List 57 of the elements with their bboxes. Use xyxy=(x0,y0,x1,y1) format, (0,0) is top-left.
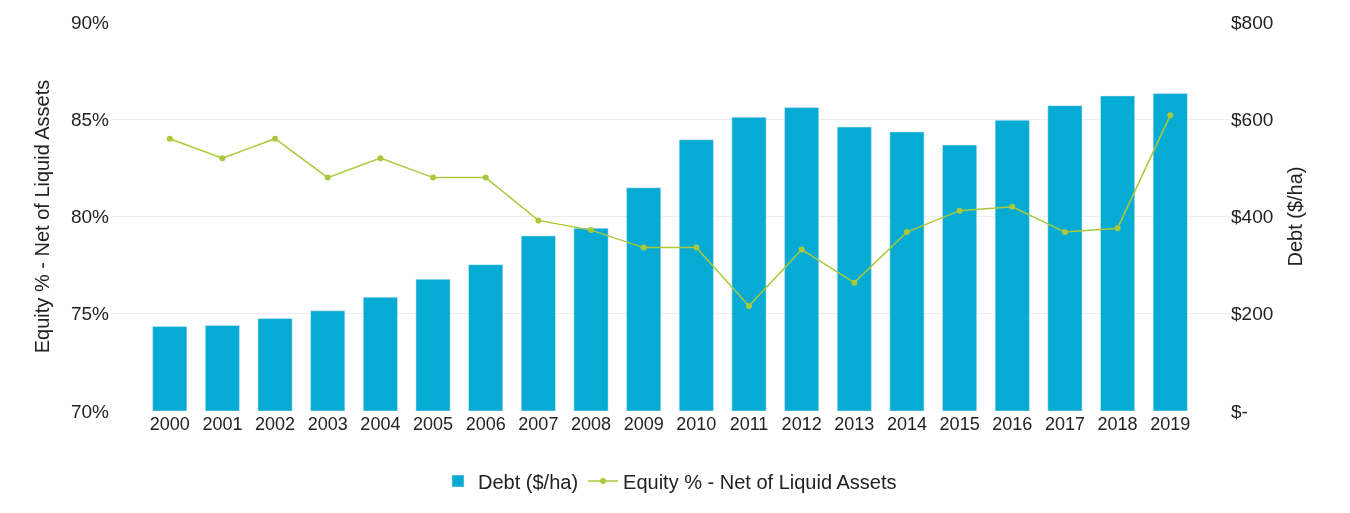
legend-label: Equity % - Net of Liquid Assets xyxy=(623,470,897,493)
x-tick-label: 2001 xyxy=(202,414,243,434)
point xyxy=(1061,229,1068,236)
y-tick-label: 80% xyxy=(70,206,110,228)
x-tick-label: 2010 xyxy=(676,414,717,434)
point xyxy=(588,227,595,234)
y2-tick-label: $600 xyxy=(1231,108,1274,130)
x-tick-label: 2007 xyxy=(518,414,559,434)
y2-tick-label: $400 xyxy=(1231,206,1274,228)
x-tick-label: 2006 xyxy=(465,414,506,434)
point xyxy=(640,244,647,251)
bar xyxy=(205,325,240,411)
y-tick-label: 85% xyxy=(70,108,110,130)
x-tick-label: 2008 xyxy=(570,414,612,434)
x-tick-label: 2013 xyxy=(834,414,875,434)
point xyxy=(324,174,331,181)
y-tick-label: 70% xyxy=(70,400,110,422)
y2-axis-title: Debt ($/ha) xyxy=(1283,166,1306,267)
point xyxy=(482,174,489,181)
x-tick-label: 2015 xyxy=(939,414,980,434)
x-tick-label: 2004 xyxy=(360,414,401,434)
point xyxy=(166,135,173,142)
point xyxy=(903,229,910,236)
x-tick-label: 2003 xyxy=(307,414,348,434)
point xyxy=(377,155,384,162)
y-tick-label: 75% xyxy=(70,303,110,325)
y2-tick-label: $800 xyxy=(1231,11,1274,33)
x-tick-label: 2009 xyxy=(623,414,664,434)
y-tick-label: 90% xyxy=(70,11,110,33)
y-axis-title: Equity % - Net of Liquid Assets xyxy=(31,79,54,354)
x-tick-label: 2005 xyxy=(413,414,454,434)
point xyxy=(535,217,542,224)
point xyxy=(956,207,963,214)
y2-tick-label: $- xyxy=(1231,400,1248,422)
x-tick-label: 2016 xyxy=(992,414,1033,434)
x-tick-label: 2018 xyxy=(1097,414,1138,434)
x-tick-label: 2011 xyxy=(729,414,769,434)
point xyxy=(1167,112,1174,119)
point xyxy=(798,246,805,253)
x-tick-label: 2000 xyxy=(149,414,190,434)
x-tick-label: 2017 xyxy=(1044,414,1085,434)
point xyxy=(430,174,437,181)
point xyxy=(851,279,858,286)
bar xyxy=(152,326,188,411)
x-tick-label: 2002 xyxy=(255,414,296,434)
y2-tick-label: $200 xyxy=(1231,303,1274,325)
x-tick-label: 2019 xyxy=(1150,414,1191,434)
x-tick-label: 2012 xyxy=(781,414,822,434)
point xyxy=(219,155,226,162)
point xyxy=(1114,225,1121,232)
bar xyxy=(257,318,293,411)
x-tick-label: 2014 xyxy=(886,414,927,434)
point xyxy=(1009,203,1016,210)
point xyxy=(693,244,700,251)
point xyxy=(272,135,279,142)
point xyxy=(745,302,752,309)
legend-label: Debt ($/ha) xyxy=(478,470,579,493)
